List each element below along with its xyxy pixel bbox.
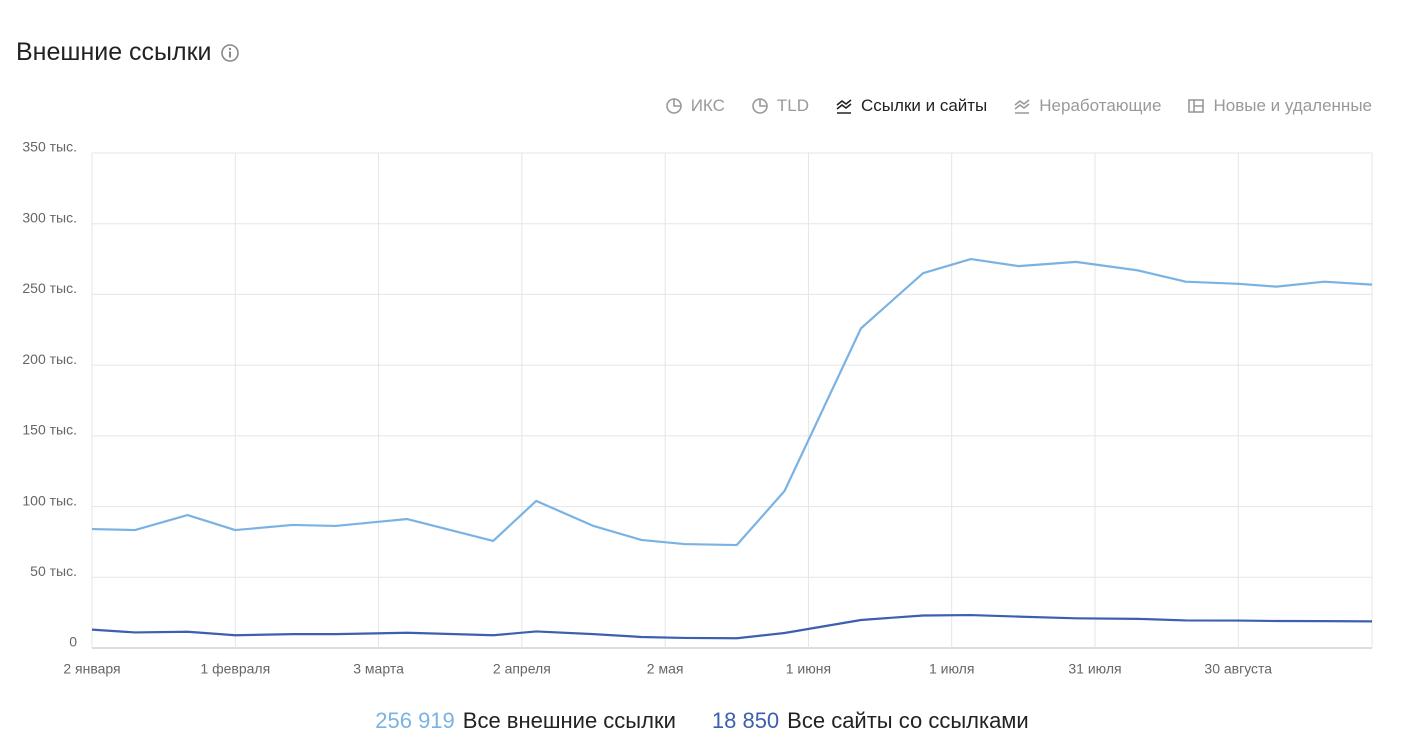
legend-value: 256 919 xyxy=(375,708,455,733)
y-tick-label: 250 тыс. xyxy=(22,280,77,296)
x-tick-label: 2 января xyxy=(63,661,120,677)
legend-value: 18 850 xyxy=(711,708,780,733)
legend: 256 919 Все внешние ссылки 18 850 Все сайты… xyxy=(0,708,1404,734)
x-tick-label: 1 июля xyxy=(929,661,974,677)
x-tick-label: 2 мая xyxy=(647,661,684,677)
tab-label: ИКС xyxy=(690,96,725,115)
info-icon[interactable] xyxy=(220,43,240,63)
y-tick-label: 300 тыс. xyxy=(22,209,77,225)
tab[interactable]: Новые и удаленные xyxy=(1187,96,1372,116)
tab-label: Ссылки и сайты xyxy=(861,96,988,115)
tab-icon xyxy=(836,99,852,114)
tab[interactable]: Неработающие xyxy=(1013,96,1161,116)
legend-label: Все сайты со ссылками xyxy=(787,708,1029,733)
header: Внешние ссылки xyxy=(16,38,240,67)
x-tick-label: 1 февраля xyxy=(200,661,270,677)
tab-label: Новые и удаленные xyxy=(1213,96,1372,115)
y-tick-label: 200 тыс. xyxy=(22,351,77,367)
tab-label: TLD xyxy=(776,96,810,115)
y-tick-label: 0 xyxy=(69,634,77,650)
legend-item[interactable]: 256 919 Все внешние ссылки xyxy=(375,708,676,734)
y-tick-label: 350 тыс. xyxy=(22,139,77,155)
y-tick-label: 50 тыс. xyxy=(30,563,77,579)
legend-label: Все внешние ссылки xyxy=(462,708,676,733)
x-tick-label: 30 августа xyxy=(1204,661,1272,677)
tab[interactable]: ИКС xyxy=(665,96,725,116)
tabs: ИКС TLD Ссылки и сайты Неработающие Новые и … xyxy=(665,96,1372,116)
tab-icon xyxy=(1188,99,1205,113)
x-tick-label: 2 апреля xyxy=(493,661,551,677)
x-tick-label: 1 июня xyxy=(786,661,831,677)
x-tick-label: 31 июля xyxy=(1068,661,1121,677)
series-line xyxy=(91,613,1373,640)
y-tick-label: 100 тыс. xyxy=(22,492,77,508)
legend-item[interactable]: 18 850 Все сайты со ссылками xyxy=(712,708,1029,734)
tab-icon xyxy=(1014,99,1030,114)
x-tick-label: 3 марта xyxy=(353,661,404,677)
tab[interactable]: Ссылки и сайты xyxy=(835,96,987,116)
page-title: Внешние ссылки xyxy=(16,38,212,66)
tab[interactable]: TLD xyxy=(751,96,809,116)
y-tick-label: 150 тыс. xyxy=(22,422,77,438)
series-line xyxy=(91,257,1373,547)
tab-icon xyxy=(665,98,682,114)
tab-icon xyxy=(752,98,768,114)
tab-label: Неработающие xyxy=(1039,96,1162,115)
